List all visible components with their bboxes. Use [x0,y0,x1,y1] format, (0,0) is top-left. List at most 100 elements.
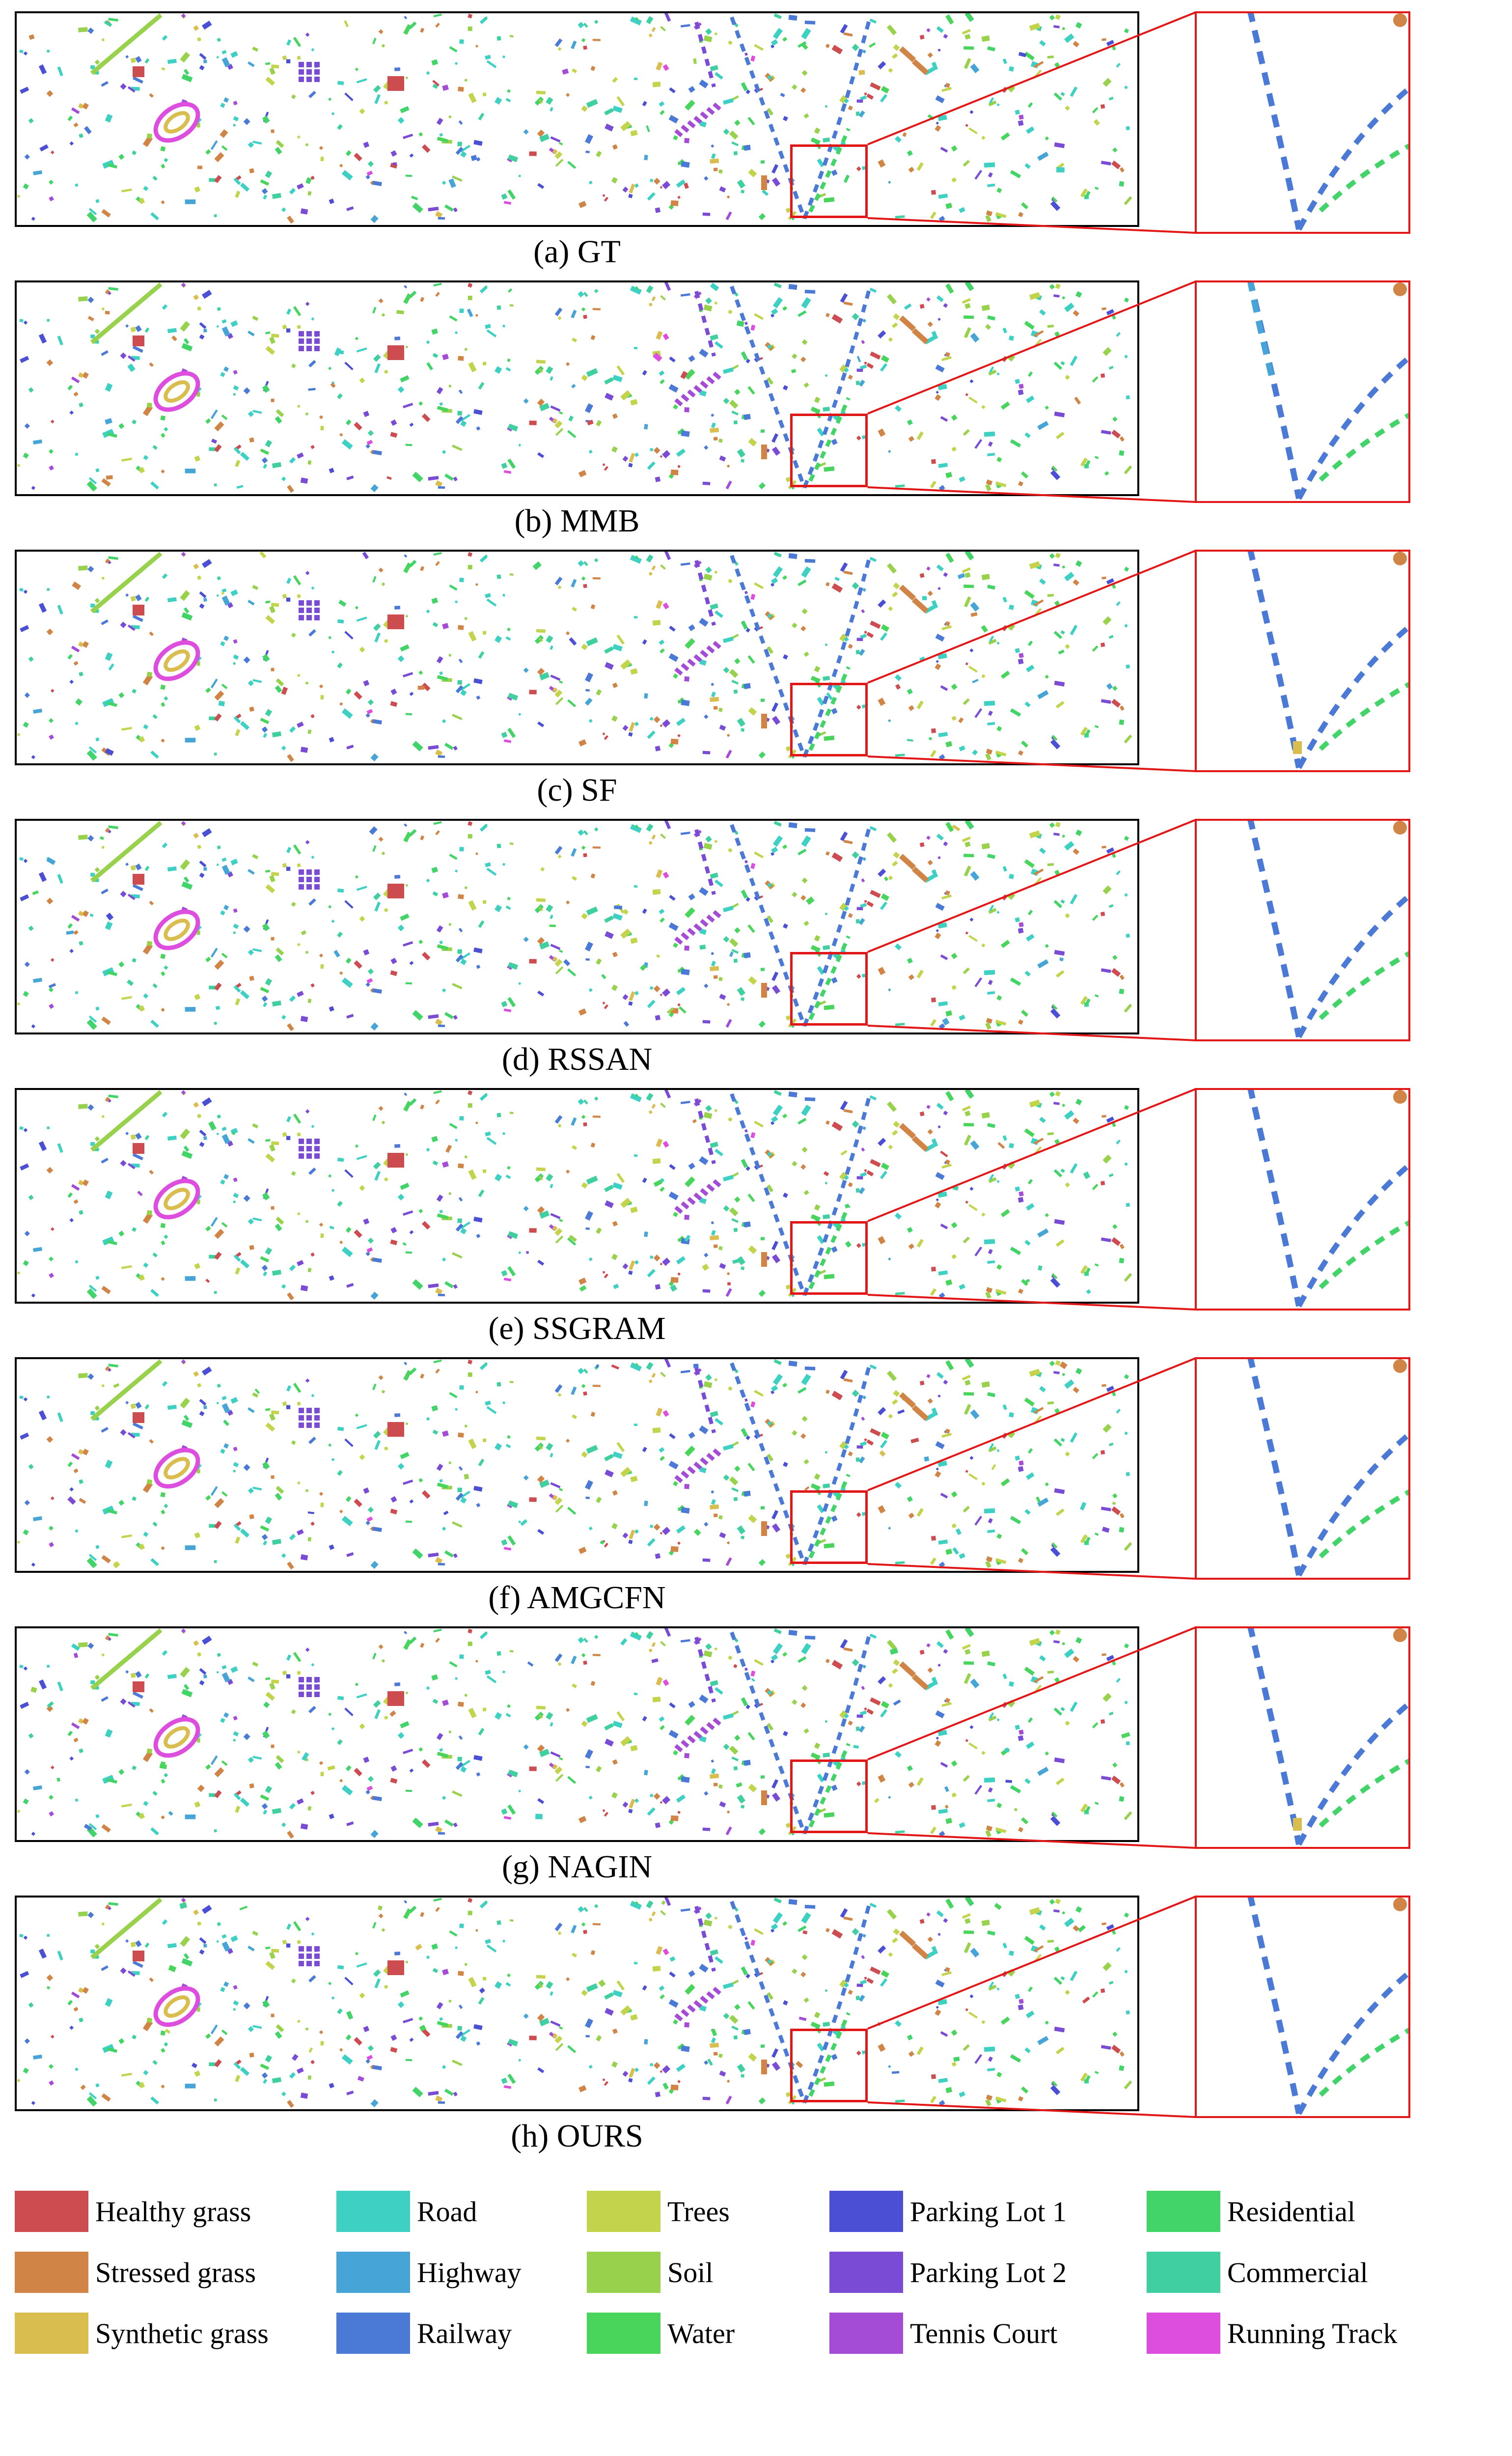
legend-label-healthy-grass: Healthy grass [95,2195,251,2228]
legend-item-highway: Highway [336,2242,587,2303]
legend-column: Road Highway Railway [336,2181,587,2364]
panel-caption: (e) SSGRAM [488,1311,666,1346]
legend-column: Parking Lot 1 Parking Lot 2 Tennis Court [829,2181,1147,2364]
legend-label-highway: Highway [417,2256,522,2289]
zoom-inset-panel [1195,1357,1410,1580]
classification-map [15,819,1139,1034]
legend-swatch-road [336,2191,410,2232]
legend-label-water: Water [667,2317,735,2349]
legend-label-trees: Trees [667,2195,730,2228]
classification-map-image [17,13,1132,224]
legend-label-synthetic-grass: Synthetic grass [95,2317,269,2349]
legend-label-tennis-court: Tennis Court [910,2317,1058,2349]
zoom-region-box [790,1759,868,1833]
zoom-inset-panel [1195,819,1410,1041]
classification-map [15,1357,1139,1573]
legend: Healthy grass Stressed grass Synthetic gra… [0,2161,1512,2364]
legend-swatch-parking-lot-1 [829,2191,903,2232]
zoom-region-box [790,1221,868,1295]
panel-caption: (h) OURS [511,2118,643,2154]
legend-label-stressed-grass: Stressed grass [95,2256,256,2289]
legend-column: Residential Commercial Running Track [1147,2181,1481,2364]
zoom-region-box [790,414,868,487]
legend-label-running-track: Running Track [1227,2317,1398,2349]
zoom-inset-image [1247,13,1408,231]
zoom-inset-image [1247,282,1408,500]
classification-map-image [17,1898,1132,2108]
legend-swatch-tennis-court [829,2313,903,2354]
legend-swatch-synthetic-grass [15,2313,88,2354]
legend-item-commercial: Commercial [1147,2242,1481,2303]
legend-label-residential: Residential [1227,2195,1355,2228]
legend-item-synthetic-grass: Synthetic grass [15,2303,336,2364]
classification-map [15,1896,1139,2111]
panel-caption: (c) SF [537,772,617,808]
classification-map-image [17,1359,1132,1570]
legend-item-healthy-grass: Healthy grass [15,2181,336,2242]
legend-item-running-track: Running Track [1147,2303,1481,2364]
zoom-inset-panel [1195,550,1410,772]
legend-swatch-parking-lot-2 [829,2252,903,2293]
legend-label-parking-lot-2: Parking Lot 2 [910,2256,1067,2289]
figure-row-h: (h) OURS [0,1892,1512,2161]
zoom-region-box [790,1490,868,1564]
legend-swatch-trees [587,2191,660,2232]
legend-item-soil: Soil [587,2242,829,2303]
legend-swatch-stressed-grass [15,2252,88,2293]
zoom-inset-panel [1195,1088,1410,1311]
legend-swatch-healthy-grass [15,2191,88,2232]
zoom-inset-panel [1195,1896,1410,2118]
panel-caption: (b) MMB [514,503,640,539]
panel-caption: (g) NAGIN [501,1849,653,1885]
legend-swatch-soil [587,2252,660,2293]
legend-swatch-running-track [1147,2313,1220,2354]
legend-swatch-residential [1147,2191,1220,2232]
legend-item-water: Water [587,2303,829,2364]
zoom-inset-panel [1195,280,1410,503]
legend-column: Trees Soil Water [587,2181,829,2364]
classification-map-image [17,821,1132,1032]
legend-swatch-water [587,2313,660,2354]
classification-map-image [17,1090,1132,1301]
classification-map-image [17,552,1132,762]
legend-label-road: Road [417,2195,477,2228]
legend-label-soil: Soil [667,2256,714,2289]
figure-row-f: (f) AMGCFN [0,1354,1512,1623]
legend-item-tennis-court: Tennis Court [829,2303,1147,2364]
zoom-inset-image [1247,821,1408,1038]
legend-column: Healthy grass Stressed grass Synthetic gra… [15,2181,336,2364]
legend-swatch-railway [336,2313,410,2354]
legend-swatch-commercial [1147,2252,1220,2293]
classification-map-image [17,282,1132,493]
figure-row-g: (g) NAGIN [0,1623,1512,1892]
figure-row-c: (c) SF [0,546,1512,815]
legend-item-road: Road [336,2181,587,2242]
legend-item-stressed-grass: Stressed grass [15,2242,336,2303]
zoom-inset-image [1247,1090,1408,1308]
legend-item-trees: Trees [587,2181,829,2242]
legend-item-residential: Residential [1147,2181,1481,2242]
classification-map [15,11,1139,227]
legend-swatch-highway [336,2252,410,2293]
classification-map [15,280,1139,496]
zoom-region-box [790,683,868,756]
zoom-inset-panel [1195,1626,1410,1849]
figure-row-d: (d) RSSAN [0,815,1512,1085]
classification-map [15,550,1139,765]
zoom-region-box [790,2029,868,2102]
zoom-inset-image [1247,552,1408,769]
legend-item-railway: Railway [336,2303,587,2364]
classification-map-image [17,1628,1132,1839]
figure-row-a: (a) GT [0,8,1512,277]
panel-caption: (f) AMGCFN [488,1580,666,1616]
zoom-region-box [790,144,868,218]
zoom-inset-image [1247,1898,1408,2115]
zoom-region-box [790,952,868,1026]
legend-label-railway: Railway [417,2317,512,2349]
legend-item-parking-lot-1: Parking Lot 1 [829,2181,1147,2242]
legend-label-commercial: Commercial [1227,2256,1368,2289]
panel-caption: (d) RSSAN [501,1041,653,1077]
figure-row-e: (e) SSGRAM [0,1085,1512,1354]
results-figure: (a) GT (b) MMB (c) SF [0,8,1512,2161]
panel-caption: (a) GT [533,234,621,270]
